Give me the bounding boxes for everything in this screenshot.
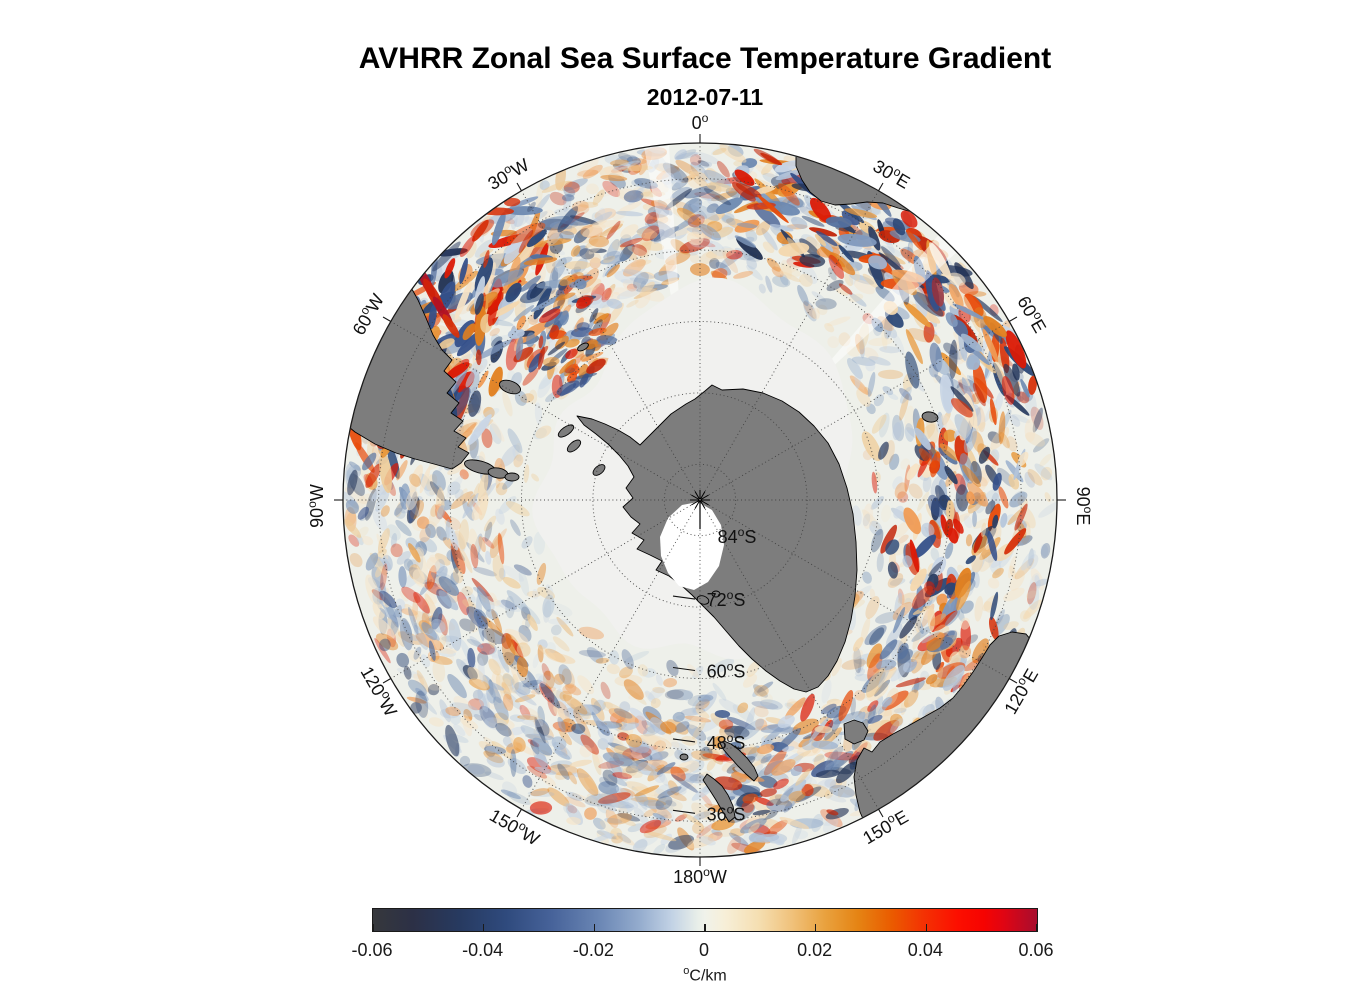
figure-subtitle: 2012-07-11	[646, 84, 764, 110]
meridian-label-60E: 60oE	[1013, 292, 1051, 337]
colorbar-tick	[593, 924, 596, 931]
ross-ice-shelf	[660, 502, 724, 590]
colorbar-tick-label: 0	[698, 940, 710, 960]
colorbar-tick	[704, 924, 706, 931]
meridian-label-30E: 30oE	[870, 154, 915, 192]
meridian-label-180W: 180oW	[673, 865, 727, 887]
parallel-label-84S: 84oS	[718, 525, 757, 547]
parallel-labels: 84oS 72oS 60oS 48oS 36oS	[672, 525, 757, 824]
parallel-label-72S: 72oS	[707, 588, 746, 610]
figure-title: AVHRR Zonal Sea Surface Temperature Grad…	[358, 42, 1052, 75]
colorbar: -0.06 -0.04 -0.02 0 0.02 0.04 0.06 oC/km	[351, 908, 1054, 988]
tasmania	[843, 719, 869, 745]
parallel-label-60S: 60oS	[707, 660, 746, 682]
colorbar-tick-label: -0.04	[462, 940, 504, 960]
colorbar-tick	[372, 924, 374, 931]
colorbar-tick	[482, 924, 485, 931]
meridian-label-0: 0o	[692, 111, 709, 133]
colorbar-tick-label: 0.04	[907, 940, 943, 960]
meridian-label-60W: 60oW	[347, 290, 388, 339]
meridian-label-30W: 30oW	[484, 153, 533, 194]
colorbar-unit: oC/km	[683, 965, 727, 985]
colorbar-tick-label: 0.02	[797, 940, 833, 960]
colorbar-tick	[814, 924, 817, 931]
colorbar-tick	[925, 924, 928, 931]
colorbar-tick-label: -0.06	[351, 940, 393, 960]
meridian-label-90W: 90oW	[305, 484, 327, 528]
parallel-label-36S: 36oS	[707, 802, 746, 824]
pole-marker	[690, 490, 710, 510]
meridian-label-90E: 90oE	[1073, 487, 1095, 526]
colorbar-tick-label: -0.02	[572, 940, 614, 960]
colorbar-tick	[1036, 924, 1038, 931]
parallel-label-48S: 48oS	[707, 731, 746, 753]
new-zealand-north-island	[702, 773, 736, 823]
colorbar-tick-label: 0.06	[1018, 940, 1054, 960]
colorbar-gradient	[372, 908, 1038, 932]
graticule	[343, 143, 1057, 857]
